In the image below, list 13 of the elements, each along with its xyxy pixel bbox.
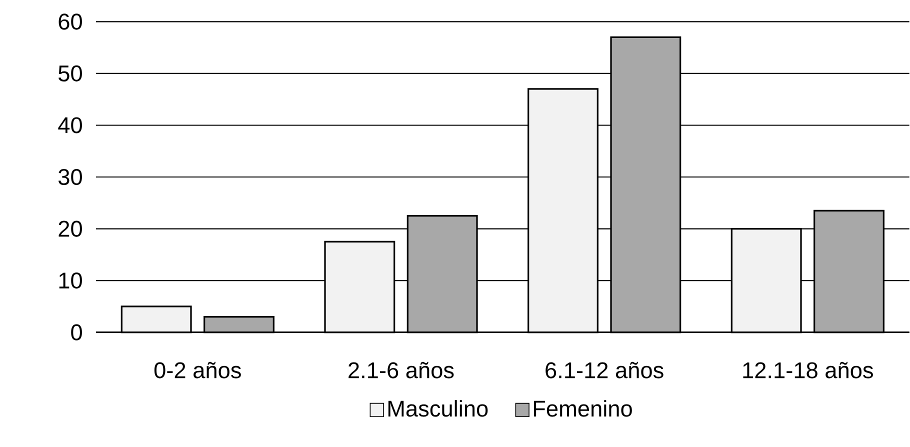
y-tick-label: 60	[58, 14, 82, 30]
y-tick-label: 20	[58, 220, 82, 237]
y-tick-label: 50	[58, 65, 82, 82]
x-tick-label: 0-2 años	[154, 362, 241, 378]
y-tick-label: 10	[59, 272, 82, 289]
x-tick-label: 6.1-12 años	[546, 362, 664, 378]
x-tick-label: 12.1-18 años	[743, 362, 873, 378]
legend-label: Masculino	[388, 400, 488, 417]
y-tick-label: 40	[58, 117, 82, 134]
legend-label: Femenino	[534, 400, 632, 417]
x-tick-label: 2.1-6 años	[348, 362, 454, 378]
y-tick-label: 30	[58, 168, 82, 186]
y-tick-label: 0	[71, 324, 82, 340]
